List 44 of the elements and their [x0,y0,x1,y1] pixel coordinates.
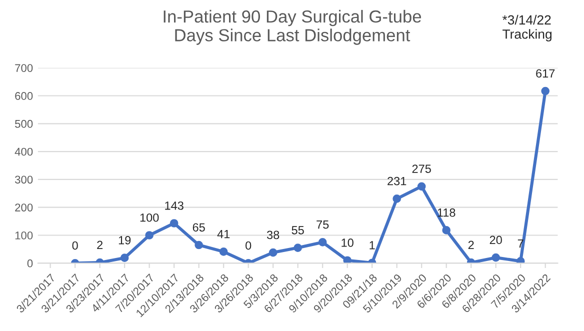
y-tick-label: 700 [15,64,33,72]
point [392,194,402,203]
data-label: 0 [246,241,252,250]
data-label: 143 [165,201,184,210]
y-tick-label: 0 [27,259,33,268]
data-label: 100 [140,213,159,222]
data-label: 20 [490,236,502,244]
y-tick-label: 600 [15,92,33,100]
y-tick-label: 100 [15,232,33,240]
point [170,219,178,228]
data-label: 2 [468,240,474,250]
point [442,226,451,234]
point [516,257,525,264]
point [343,256,352,264]
data-label: 10 [342,238,354,247]
data-label: 275 [412,164,431,173]
chart-title: In-Patient 90 Day Surgical G-tube Days Since Last Dislodgement [164,10,422,45]
point [219,248,228,256]
point [194,240,204,250]
y-tick-label: 200 [15,204,33,212]
point [541,86,550,96]
point [268,248,278,257]
point [294,244,302,252]
data-label: 0 [72,241,78,250]
data-label: 617 [536,69,555,78]
data-label: 65 [192,223,205,232]
point [120,254,129,262]
data-label: 75 [316,220,329,229]
point [417,182,426,191]
data-label: 55 [292,226,304,234]
data-label: 41 [217,230,230,238]
point [492,253,500,262]
data-label: 2 [97,240,103,250]
y-tick-label: 400 [14,148,33,156]
data-label: 19 [118,236,131,244]
y-tick-label: 300 [14,176,33,184]
point [145,231,154,240]
y-tick-label: 500 [15,120,33,128]
data-label: 38 [266,230,280,240]
data-label: 118 [438,208,456,217]
data-label: 1 [370,241,375,250]
point [318,238,327,246]
text: *3/14/22 Tracking [502,14,552,42]
data-label: 231 [388,176,406,186]
